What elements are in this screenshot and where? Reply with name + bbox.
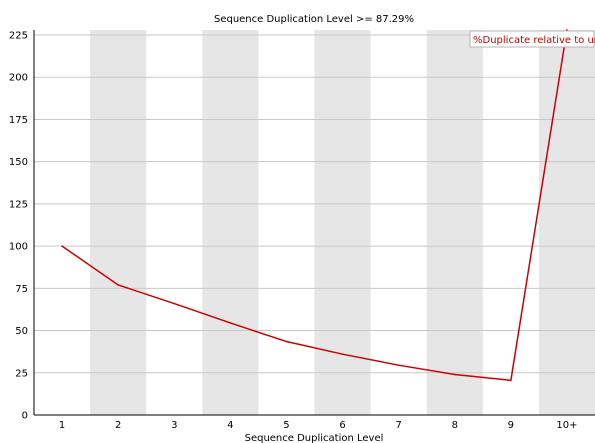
data-point [341, 353, 344, 356]
data-point [229, 322, 232, 324]
y-tick-label: 225 [9, 31, 28, 42]
data-point [453, 373, 456, 376]
x-tick-label: 6 [339, 420, 345, 431]
x-tick-label: 5 [283, 420, 289, 431]
legend-box [469, 30, 595, 48]
band-8 [426, 30, 483, 415]
alternating-bands [90, 30, 595, 415]
data-point [566, 29, 568, 31]
series-group [61, 29, 568, 382]
y-tick-label: 25 [15, 368, 28, 379]
series-line [61, 29, 568, 382]
legend: %Duplicate relative to unique [469, 30, 595, 48]
y-tick-label: 175 [9, 115, 28, 126]
x-tick-label: 10+ [556, 420, 577, 431]
data-point [510, 379, 512, 382]
x-axis-title: Sequence Duplication Level [245, 433, 384, 443]
y-tick-labels: 0 25 50 75 100 125 150 175 200 225 [9, 31, 28, 422]
x-tick-label: 7 [395, 420, 401, 431]
y-tick-label: 75 [15, 284, 28, 295]
y-tick-label: 100 [9, 242, 28, 253]
band-4 [202, 30, 259, 415]
y-tick-label: 50 [15, 326, 28, 337]
y-tick-label: 200 [9, 73, 28, 84]
data-point [61, 245, 63, 247]
x-tick-labels: 1 2 3 4 5 6 7 8 9 10+ [59, 420, 578, 431]
data-point [117, 284, 119, 286]
band-2 [90, 30, 147, 415]
x-tick-label: 4 [227, 420, 233, 431]
x-tick-label: 2 [115, 420, 121, 431]
x-tick-label: 8 [452, 420, 458, 431]
axes [33, 30, 595, 416]
y-tick-label: 0 [22, 411, 28, 422]
legend-label: %Duplicate relative to unique [473, 35, 595, 46]
band-6 [314, 30, 371, 415]
data-point [285, 340, 288, 343]
band-10+ [538, 30, 595, 415]
x-tick-label: 3 [171, 420, 177, 431]
data-point [173, 302, 176, 305]
y-tick-label: 150 [9, 157, 28, 168]
y-tick-label: 125 [9, 199, 28, 210]
data-point [397, 364, 400, 366]
chart-title: Sequence Duplication Level >= 87.29% [214, 14, 414, 25]
x-tick-label: 1 [59, 420, 65, 431]
x-tick-label: 9 [508, 420, 514, 431]
